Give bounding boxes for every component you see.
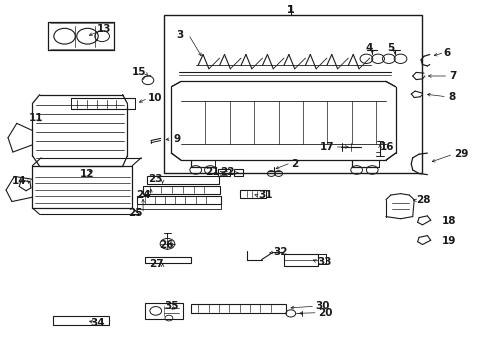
Bar (137, 196, 221, 204)
Text: 35: 35 (164, 301, 178, 311)
Bar (144, 303, 182, 319)
Text: 10: 10 (148, 93, 162, 103)
Text: 25: 25 (128, 208, 143, 218)
Text: 7: 7 (448, 71, 456, 81)
Text: 33: 33 (317, 257, 331, 267)
Bar (143, 186, 220, 194)
Text: 19: 19 (441, 236, 455, 246)
Text: 22: 22 (220, 167, 234, 177)
Text: 28: 28 (415, 195, 430, 205)
Text: 18: 18 (441, 216, 456, 226)
Text: 17: 17 (320, 142, 334, 152)
Bar (233, 169, 242, 176)
Text: 20: 20 (317, 309, 331, 318)
Text: 27: 27 (149, 259, 163, 269)
Text: 12: 12 (80, 168, 94, 179)
Text: 3: 3 (176, 30, 183, 40)
Text: 31: 31 (258, 190, 272, 200)
Bar (190, 304, 285, 313)
Text: 15: 15 (131, 67, 146, 77)
Text: 8: 8 (447, 92, 455, 102)
Text: 16: 16 (379, 142, 394, 152)
Text: 30: 30 (315, 301, 329, 311)
Text: 6: 6 (442, 48, 449, 58)
Text: 32: 32 (273, 247, 287, 257)
Bar (53, 316, 109, 325)
Text: 29: 29 (453, 149, 468, 159)
Bar (239, 190, 266, 198)
Text: 1: 1 (286, 5, 294, 15)
Text: 9: 9 (173, 135, 181, 144)
Text: 5: 5 (386, 43, 394, 53)
Text: 1: 1 (286, 5, 294, 15)
Text: 2: 2 (290, 159, 298, 169)
Text: 34: 34 (90, 318, 104, 328)
Bar (217, 168, 229, 176)
Text: 11: 11 (29, 113, 43, 123)
Text: 13: 13 (97, 24, 112, 35)
Text: 4: 4 (365, 43, 372, 53)
Bar (284, 253, 317, 266)
Bar (163, 15, 422, 173)
Bar (147, 176, 219, 184)
Text: 24: 24 (136, 190, 151, 200)
Text: 14: 14 (11, 176, 26, 186)
Text: 21: 21 (204, 167, 219, 177)
Bar (144, 257, 190, 263)
Text: 26: 26 (159, 240, 173, 250)
Text: 23: 23 (148, 174, 162, 184)
